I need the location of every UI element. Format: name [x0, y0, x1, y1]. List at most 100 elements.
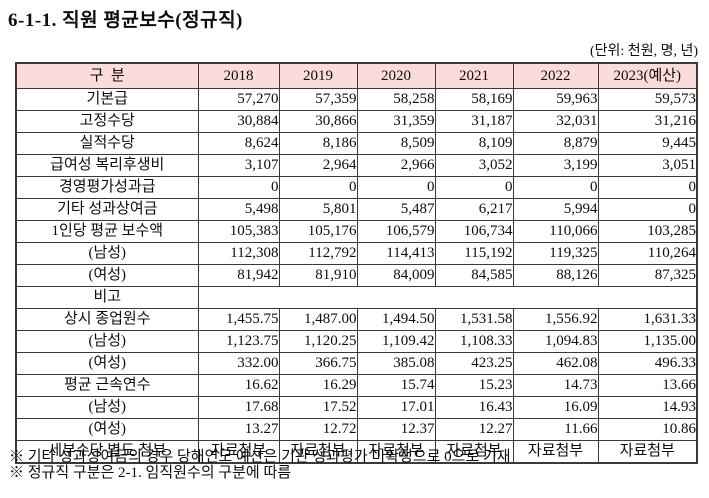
value-cell: 366.75 — [278, 352, 358, 375]
value-cell: 11.66 — [512, 418, 599, 441]
value-cell: 119,325 — [512, 242, 599, 265]
row-label-cell: 1인당 평균 보수액 — [15, 220, 199, 243]
value-cell: 14.93 — [597, 396, 698, 419]
row-label-cell: 기타 성과상여금 — [15, 198, 199, 221]
header-cell-year: 2023(예산) — [597, 62, 698, 89]
row-label-cell: (여성) — [15, 352, 199, 375]
value-cell: 84,009 — [356, 264, 436, 287]
table-row: (여성) 13.27 12.72 12.37 12.27 11.66 10.86 — [15, 418, 698, 441]
table-row: 상시 종업원수 1,455.75 1,487.00 1,494.50 1,531.58 1… — [15, 308, 698, 331]
value-cell: 2,966 — [356, 154, 436, 177]
value-cell: 105,383 — [197, 220, 280, 243]
value-cell: 1,531.58 — [434, 308, 514, 331]
value-cell: 0 — [512, 176, 599, 199]
row-label-cell: (남성) — [15, 242, 199, 265]
table-row: 경영평가성과급 0 0 0 0 0 0 — [15, 176, 698, 199]
note-line: ※ 기타 성과상여금의 경우 당해연도 예산은 기관 성과평가 미확정으로 0으… — [9, 449, 511, 465]
value-cell: 17.01 — [356, 396, 436, 419]
value-cell: 0 — [597, 198, 698, 221]
value-cell: 0 — [278, 176, 358, 199]
value-cell: 103,285 — [597, 220, 698, 243]
value-cell: 12.37 — [356, 418, 436, 441]
row-label-cell: 비고 — [15, 286, 199, 309]
compensation-table: 구 분 2018 2019 2020 2021 2022 2023(예산) 기본급 57,27… — [15, 62, 698, 464]
table-row: 고정수당 30,884 30,866 31,359 31,187 32,031 31,216 — [15, 110, 698, 133]
value-cell: 14.73 — [512, 374, 599, 397]
value-cell: 57,270 — [197, 88, 280, 111]
table-body: 기본급 57,270 57,359 58,258 58,169 59,963 59,573 고… — [15, 88, 698, 464]
note-line: ※ 정규직 구분은 2-1. 임직원수의 구분에 따름 — [9, 465, 292, 481]
row-label-cell: 급여성 복리후생비 — [15, 154, 199, 177]
value-cell: 112,792 — [278, 242, 358, 265]
table-header-row: 구 분 2018 2019 2020 2021 2022 2023(예산) — [15, 62, 698, 89]
header-cell-year: 2020 — [356, 62, 436, 89]
row-label-cell: 세부수당 별도 첨부 — [15, 440, 199, 464]
value-cell: 0 — [197, 176, 280, 199]
value-cell: 17.68 — [197, 396, 280, 419]
value-cell: 3,052 — [434, 154, 514, 177]
value-cell: 8,509 — [356, 132, 436, 155]
value-cell: 59,573 — [597, 88, 698, 111]
value-cell: 2,964 — [278, 154, 358, 177]
value-cell: 5,487 — [356, 198, 436, 221]
value-cell: 1,487.00 — [278, 308, 358, 331]
value-cell: 1,631.33 — [597, 308, 698, 331]
value-cell: 31,187 — [434, 110, 514, 133]
table-row: 평균 근속연수 16.62 16.29 15.74 15.23 14.73 13.66 — [15, 374, 698, 397]
value-cell: 1,135.00 — [597, 330, 698, 353]
value-cell: 57,359 — [278, 88, 358, 111]
value-cell: 332.00 — [197, 352, 280, 375]
value-cell: 1,120.25 — [278, 330, 358, 353]
row-label-cell: 기본급 — [15, 88, 199, 111]
value-cell: 1,494.50 — [356, 308, 436, 331]
page-title: 6-1-1. 직원 평균보수(정규직) — [8, 10, 243, 31]
table-row: 실적수당 8,624 8,186 8,509 8,109 8,879 9,445 — [15, 132, 698, 155]
row-label-cell: (여성) — [15, 418, 199, 441]
header-cell-category: 구 분 — [15, 62, 199, 89]
value-cell: 자료첨부 — [356, 440, 436, 464]
value-cell: 59,963 — [512, 88, 599, 111]
row-label-cell: (여성) — [15, 264, 199, 287]
row-label-cell: 경영평가성과급 — [15, 176, 199, 199]
value-cell: 15.74 — [356, 374, 436, 397]
value-cell: 자료첨부 — [434, 440, 514, 464]
value-cell: 110,066 — [512, 220, 599, 243]
value-cell: 81,910 — [278, 264, 358, 287]
value-cell: 자료첨부 — [597, 440, 698, 464]
value-cell: 8,624 — [197, 132, 280, 155]
value-cell: 13.66 — [597, 374, 698, 397]
value-cell: 8,186 — [278, 132, 358, 155]
header-cell-year: 2022 — [512, 62, 599, 89]
value-cell: 0 — [434, 176, 514, 199]
value-cell: 112,308 — [197, 242, 280, 265]
value-cell: 81,942 — [197, 264, 280, 287]
value-cell: 30,884 — [197, 110, 280, 133]
value-cell: 114,413 — [356, 242, 436, 265]
table-row: 세부수당 별도 첨부 자료첨부 자료첨부 자료첨부 자료첨부 자료첨부 자료첨부 — [15, 440, 698, 464]
value-cell: 30,866 — [278, 110, 358, 133]
value-cell: 0 — [356, 176, 436, 199]
header-cell-year: 2018 — [197, 62, 280, 89]
value-cell: 17.52 — [278, 396, 358, 419]
value-cell: 15.23 — [434, 374, 514, 397]
table-row: 비고 — [15, 286, 698, 309]
value-cell: 12.27 — [434, 418, 514, 441]
row-label-cell: 상시 종업원수 — [15, 308, 199, 331]
table-row: (여성) 81,942 81,910 84,009 84,585 88,126 87,325 — [15, 264, 698, 287]
value-cell: 3,107 — [197, 154, 280, 177]
value-cell: 1,556.92 — [512, 308, 599, 331]
table-row: (여성) 332.00 366.75 385.08 423.25 462.08 496.33 — [15, 352, 698, 375]
value-cell: 12.72 — [278, 418, 358, 441]
value-cell: 496.33 — [597, 352, 698, 375]
value-cell: 5,994 — [512, 198, 599, 221]
footnotes: ※ 기타 성과상여금의 경우 당해연도 예산은 기관 성과평가 미확정으로 0으… — [9, 449, 511, 481]
value-cell: 6,217 — [434, 198, 514, 221]
value-cell: 3,199 — [512, 154, 599, 177]
value-cell: 8,879 — [512, 132, 599, 155]
value-cell: 1,123.75 — [197, 330, 280, 353]
value-cell: 31,359 — [356, 110, 436, 133]
row-label-cell: (남성) — [15, 396, 199, 419]
value-cell: 1,094.83 — [512, 330, 599, 353]
value-cell: 385.08 — [356, 352, 436, 375]
